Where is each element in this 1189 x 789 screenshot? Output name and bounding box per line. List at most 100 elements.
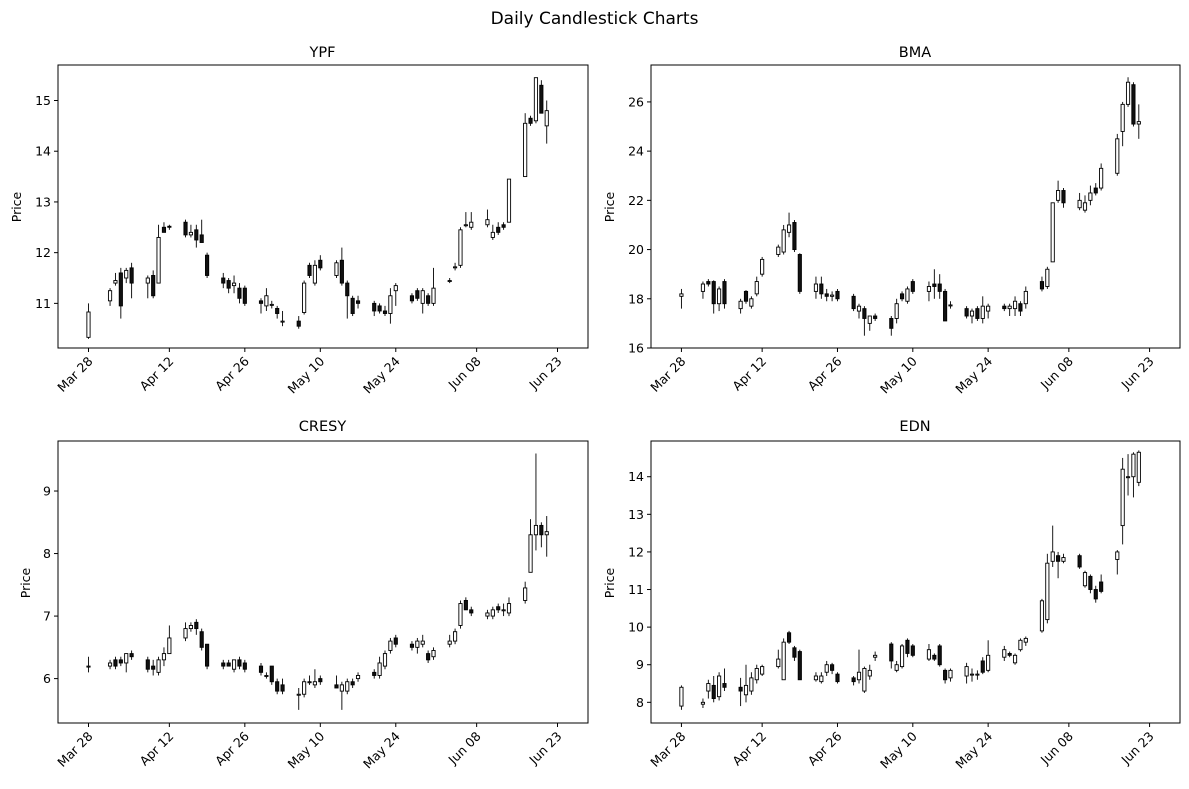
candle-body [167,225,172,228]
candle-body [1136,451,1141,483]
candle [420,634,425,648]
candle [824,660,829,676]
candle [717,286,722,312]
candle-body [420,290,425,304]
candle-body [786,632,792,643]
y-tick-label: 26 [628,94,644,109]
candle-body [453,266,458,269]
candle-body [1050,202,1055,263]
candle [221,659,226,670]
candle [237,283,242,304]
y-tick-label: 14 [35,144,51,159]
candle-body [258,665,264,673]
candle [393,634,398,648]
candle [899,644,905,669]
candle [905,286,910,304]
candle [339,681,344,710]
candle [926,644,932,661]
candle [786,630,792,645]
candle [107,288,113,306]
y-tick-label: 20 [628,242,644,257]
candle [420,288,425,314]
y-tick-label: 9 [636,657,644,672]
candle [1136,104,1141,139]
candle [760,664,765,676]
candle [873,313,878,321]
candle [969,308,975,324]
candle [1120,457,1125,545]
axes-frame [57,440,589,724]
panel-title: EDN [899,419,930,435]
y-tick-label: 7 [43,609,51,624]
candle-body [792,647,797,658]
candle [679,685,684,710]
candle [528,115,533,126]
candle-body [679,293,684,297]
candle [426,650,431,663]
candle-body [700,283,706,292]
candle-body [1115,551,1120,560]
candle [1012,653,1018,665]
candle-body [188,231,193,236]
candle [932,653,937,661]
candle [86,656,91,673]
candle [867,315,872,331]
candle-body [1023,290,1028,305]
candle-body [1007,305,1012,310]
candle [382,650,388,670]
candle [776,244,781,257]
candle-body [296,693,301,696]
candle [830,662,835,675]
candle [943,668,948,684]
candle [1115,550,1120,575]
candle [776,649,781,669]
candle-body [1018,303,1023,312]
candle [910,644,915,658]
y-tick-label: 13 [35,194,51,209]
candle [980,657,985,675]
candle-body [932,654,937,660]
candle [264,288,269,311]
candle [226,278,231,294]
candle [523,113,528,178]
candle-body [528,534,533,573]
candle-body [124,269,129,279]
candle-body [409,643,415,648]
candle [792,645,797,661]
candle-body [485,219,490,226]
candle [760,256,765,277]
candle-body [161,653,167,661]
candle-body [937,283,942,292]
candle-body [700,701,706,705]
candle-body [986,654,991,671]
candle-body [485,612,490,617]
candle [490,224,495,240]
candle [318,675,323,685]
candle [1018,638,1023,652]
candle-body [679,686,684,707]
candle-body [372,302,377,312]
candle-body [776,246,781,255]
candle [797,253,802,294]
candle [86,303,91,339]
candle-body [830,294,835,297]
candle-body [528,117,533,124]
candle [1007,651,1012,658]
candle-body [523,122,528,178]
candle [156,656,161,676]
candle-body [129,653,134,658]
candle-body [167,637,172,655]
candle-body [711,684,716,700]
y-axis-label: Price [18,567,33,598]
candle-body [420,640,425,645]
candle-body [1136,121,1141,125]
candle-body [894,303,899,319]
candle [1045,553,1050,624]
y-tick-label: 8 [43,546,51,561]
candle-body [355,675,361,680]
candle [296,687,301,710]
candle-body [231,282,237,287]
candle [1056,180,1061,203]
candle [151,659,156,676]
